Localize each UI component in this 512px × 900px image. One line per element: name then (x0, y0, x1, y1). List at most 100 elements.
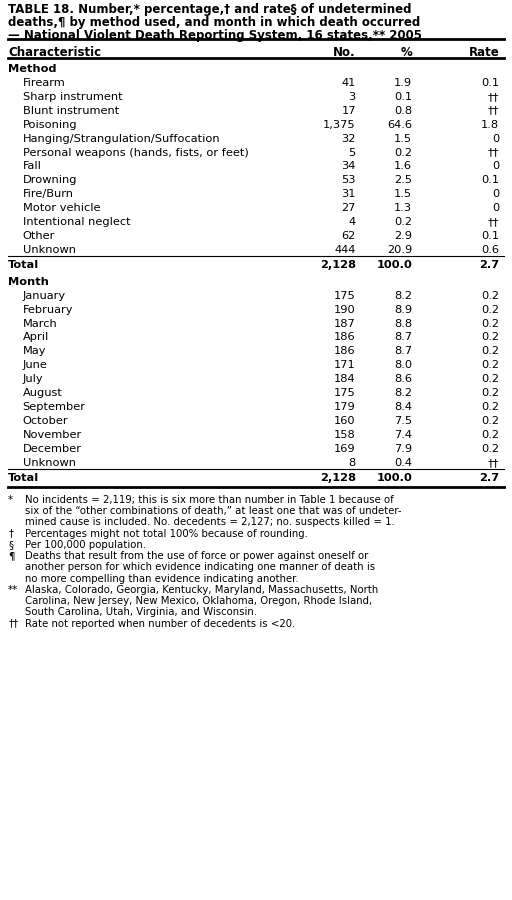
Text: Fall: Fall (23, 161, 41, 172)
Text: 2,128: 2,128 (320, 260, 356, 270)
Text: 184: 184 (334, 374, 356, 384)
Text: 186: 186 (334, 346, 356, 356)
Text: December: December (23, 444, 81, 454)
Text: November: November (23, 430, 82, 440)
Text: 0.8: 0.8 (394, 105, 412, 116)
Text: South Carolina, Utah, Virginia, and Wisconsin.: South Carolina, Utah, Virginia, and Wisc… (25, 608, 257, 617)
Text: June: June (23, 360, 48, 371)
Text: 64.6: 64.6 (387, 120, 412, 130)
Text: 0.2: 0.2 (481, 291, 499, 301)
Text: 0: 0 (492, 161, 499, 172)
Text: 7.9: 7.9 (394, 444, 412, 454)
Text: 160: 160 (334, 416, 356, 427)
Text: 0.1: 0.1 (481, 176, 499, 185)
Text: 0.1: 0.1 (394, 92, 412, 102)
Text: 2.7: 2.7 (479, 472, 499, 483)
Text: 1.6: 1.6 (394, 161, 412, 172)
Text: 169: 169 (334, 444, 356, 454)
Text: Rate not reported when number of decedents is <20.: Rate not reported when number of deceden… (25, 618, 295, 629)
Text: 100.0: 100.0 (376, 472, 412, 483)
Text: 0.2: 0.2 (481, 360, 499, 371)
Text: 20.9: 20.9 (387, 245, 412, 256)
Text: ¶: ¶ (8, 551, 15, 562)
Text: 0.2: 0.2 (481, 374, 499, 384)
Text: 0.2: 0.2 (394, 217, 412, 228)
Text: 31: 31 (342, 189, 356, 200)
Text: 1.8: 1.8 (481, 120, 499, 130)
Text: 5: 5 (349, 148, 356, 157)
Text: Firearm: Firearm (23, 77, 65, 88)
Text: 3: 3 (349, 92, 356, 102)
Text: 179: 179 (334, 402, 356, 412)
Text: 1.9: 1.9 (394, 77, 412, 88)
Text: Total: Total (8, 472, 39, 483)
Text: 4: 4 (349, 217, 356, 228)
Text: another person for which evidence indicating one manner of death is: another person for which evidence indica… (25, 562, 375, 572)
Text: Characteristic: Characteristic (8, 46, 101, 59)
Text: August: August (23, 388, 62, 399)
Text: February: February (23, 304, 73, 315)
Text: ††: †† (488, 105, 499, 116)
Text: Carolina, New Jersey, New Mexico, Oklahoma, Oregon, Rhode Island,: Carolina, New Jersey, New Mexico, Oklaho… (25, 596, 372, 607)
Text: 1,375: 1,375 (323, 120, 356, 130)
Text: Month: Month (8, 276, 49, 287)
Text: Blunt instrument: Blunt instrument (23, 105, 119, 116)
Text: July: July (23, 374, 43, 384)
Text: 175: 175 (334, 291, 356, 301)
Text: 8.2: 8.2 (394, 291, 412, 301)
Text: 171: 171 (334, 360, 356, 371)
Text: 8.4: 8.4 (394, 402, 412, 412)
Text: 0.2: 0.2 (481, 346, 499, 356)
Text: 175: 175 (334, 388, 356, 399)
Text: 444: 444 (334, 245, 356, 256)
Text: Drowning: Drowning (23, 176, 77, 185)
Text: 100.0: 100.0 (376, 260, 412, 270)
Text: 8: 8 (349, 458, 356, 468)
Text: Unknown: Unknown (23, 458, 76, 468)
Text: — National Violent Death Reporting System, 16 states,** 2005: — National Violent Death Reporting Syste… (8, 30, 422, 42)
Text: §: § (8, 540, 13, 550)
Text: Motor vehicle: Motor vehicle (23, 203, 100, 213)
Text: 0: 0 (492, 203, 499, 213)
Text: Method: Method (8, 64, 57, 74)
Text: 0.1: 0.1 (481, 231, 499, 241)
Text: **: ** (8, 585, 18, 595)
Text: 8.6: 8.6 (394, 374, 412, 384)
Text: 186: 186 (334, 332, 356, 343)
Text: 0.2: 0.2 (394, 148, 412, 157)
Text: 34: 34 (342, 161, 356, 172)
Text: 53: 53 (342, 176, 356, 185)
Text: no more compelling than evidence indicating another.: no more compelling than evidence indicat… (25, 573, 298, 584)
Text: 2.5: 2.5 (394, 176, 412, 185)
Text: ††: †† (488, 217, 499, 228)
Text: 0.2: 0.2 (481, 430, 499, 440)
Text: 41: 41 (342, 77, 356, 88)
Text: Unknown: Unknown (23, 245, 76, 256)
Text: 8.7: 8.7 (394, 332, 412, 343)
Text: 0.2: 0.2 (481, 444, 499, 454)
Text: September: September (23, 402, 86, 412)
Text: 0: 0 (492, 133, 499, 144)
Text: 158: 158 (334, 430, 356, 440)
Text: Poisoning: Poisoning (23, 120, 77, 130)
Text: ††: †† (488, 92, 499, 102)
Text: 2,128: 2,128 (320, 472, 356, 483)
Text: 7.4: 7.4 (394, 430, 412, 440)
Text: deaths,¶ by method used, and month in which death occurred: deaths,¶ by method used, and month in wh… (8, 16, 420, 29)
Text: October: October (23, 416, 68, 427)
Text: 1.5: 1.5 (394, 133, 412, 144)
Text: January: January (23, 291, 66, 301)
Text: No.: No. (333, 46, 356, 59)
Text: 32: 32 (342, 133, 356, 144)
Text: Sharp instrument: Sharp instrument (23, 92, 122, 102)
Text: 0.2: 0.2 (481, 388, 499, 399)
Text: Fire/Burn: Fire/Burn (23, 189, 74, 200)
Text: TABLE 18. Number,* percentage,† and rate§ of undetermined: TABLE 18. Number,* percentage,† and rate… (8, 3, 412, 15)
Text: 0.2: 0.2 (481, 304, 499, 315)
Text: 0.2: 0.2 (481, 332, 499, 343)
Text: Percentages might not total 100% because of rounding.: Percentages might not total 100% because… (25, 528, 307, 539)
Text: 17: 17 (342, 105, 356, 116)
Text: 8.9: 8.9 (394, 304, 412, 315)
Text: six of the “other combinations of death,” at least one that was of undeter-: six of the “other combinations of death,… (25, 506, 401, 517)
Text: No incidents = 2,119; this is six more than number in Table 1 because of: No incidents = 2,119; this is six more t… (25, 495, 393, 505)
